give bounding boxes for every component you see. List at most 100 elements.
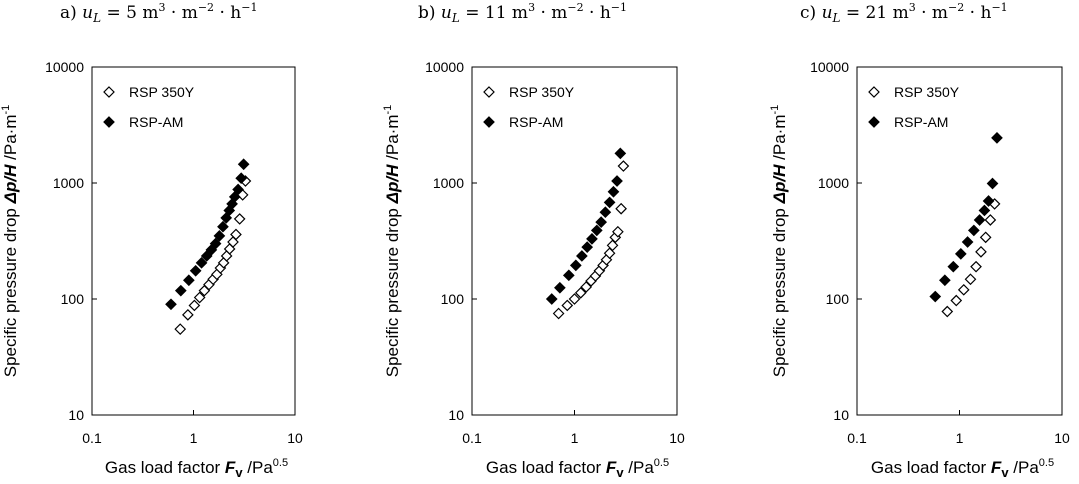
data-point <box>603 196 616 209</box>
y-tick-label: 10 <box>833 407 849 423</box>
data-point <box>941 305 954 318</box>
data-point <box>973 214 986 226</box>
legend: RSP 350Y RSP-AM <box>103 84 195 130</box>
y-tick-label: 1000 <box>818 175 849 191</box>
plot-area <box>471 66 678 416</box>
y-tick-label: 10000 <box>810 59 849 75</box>
y-tick-label: 10000 <box>425 59 464 75</box>
data-point <box>950 294 963 307</box>
data-point <box>554 281 566 294</box>
x-axis-label: Gas load factor Fv /Pa0.5 <box>105 457 288 480</box>
data-point <box>233 213 246 225</box>
plot-area <box>91 66 296 416</box>
data-point <box>545 293 558 305</box>
series-rsp-am <box>929 132 1003 303</box>
x-tick-label: 1 <box>571 430 579 446</box>
data-point <box>232 183 244 196</box>
chart-panel-1: a) uL = 5 m3 · m−2 · h−1 10 100 1000 10000 0.… <box>0 1 303 480</box>
data-point <box>595 216 608 228</box>
data-point <box>929 290 942 303</box>
data-point <box>970 260 982 273</box>
series-rsp-am <box>545 147 627 305</box>
legend-marker-filled-diamond-icon <box>868 116 880 128</box>
data-point <box>982 195 995 207</box>
data-point <box>979 231 992 244</box>
data-point <box>552 307 565 320</box>
data-point <box>590 224 603 237</box>
data-point <box>195 256 208 269</box>
data-point <box>599 206 612 219</box>
data-point <box>607 185 620 198</box>
x-tick-label: 10 <box>669 430 685 446</box>
data-point <box>189 264 202 277</box>
x-axis-label: Gas load factor Fv /Pa0.5 <box>486 457 669 480</box>
data-point <box>964 273 977 286</box>
legend-marker-filled-diamond-icon <box>483 116 495 128</box>
data-point <box>165 298 177 311</box>
y-tick-label: 10 <box>448 407 464 423</box>
data-point <box>188 299 201 312</box>
data-point <box>586 233 598 245</box>
y-tick-label: 100 <box>441 291 465 307</box>
data-point <box>561 299 574 312</box>
data-point <box>174 284 187 297</box>
legend: RSP 350Y RSP-AM <box>868 84 960 130</box>
data-point <box>562 269 575 282</box>
legend-label: RSP 350Y <box>894 84 960 100</box>
plot-area <box>856 66 1063 416</box>
y-axis-label: Specific pressure drop Δp/H /Pa·m-1 <box>382 105 402 378</box>
data-point <box>237 158 250 171</box>
legend-marker-open-diamond-icon <box>103 86 115 98</box>
data-point <box>217 220 229 233</box>
y-axis-label: Specific pressure drop Δp/H /Pa·m-1 <box>769 105 789 378</box>
data-point <box>617 160 630 172</box>
data-point <box>182 309 194 321</box>
data-point <box>612 225 624 238</box>
series-rsp-350y <box>174 175 252 335</box>
data-point <box>954 248 967 260</box>
data-point <box>978 204 991 217</box>
legend-marker-open-diamond-icon <box>868 86 880 98</box>
data-point <box>611 175 623 187</box>
data-point <box>574 286 587 299</box>
legend-label: RSP-AM <box>509 114 563 130</box>
panel-title: c) uL = 21 m3 · m−2 · h−1 <box>800 1 1008 25</box>
y-tick-label: 100 <box>826 291 850 307</box>
y-tick-label: 10 <box>68 407 84 423</box>
data-point <box>975 245 987 258</box>
data-point <box>991 132 1003 144</box>
y-tick-label: 100 <box>61 291 85 307</box>
legend-marker-filled-diamond-icon <box>103 116 115 128</box>
data-point <box>614 147 627 160</box>
series-rsp-350y <box>941 198 1001 318</box>
data-point <box>581 241 594 253</box>
data-point <box>213 230 226 242</box>
series-rsp-350y <box>552 160 630 320</box>
x-tick-label: 1 <box>956 430 964 446</box>
x-tick-label: 1 <box>190 430 198 446</box>
data-point <box>174 323 187 335</box>
data-point <box>183 274 195 287</box>
x-tick-label: 0.1 <box>847 430 867 446</box>
y-axis-label: Specific pressure drop Δp/H /Pa·m-1 <box>0 105 20 378</box>
legend-label: RSP 350Y <box>509 84 575 100</box>
legend-label: RSP 350Y <box>129 84 195 100</box>
y-tick-label: 10000 <box>45 59 84 75</box>
data-point <box>967 224 980 237</box>
data-point <box>957 283 970 296</box>
data-point <box>230 228 242 241</box>
x-axis-label: Gas load factor Fv /Pa0.5 <box>871 457 1054 480</box>
x-tick-label: 0.1 <box>82 430 102 446</box>
legend-marker-open-diamond-icon <box>483 86 495 98</box>
panel-title: a) uL = 5 m3 · m−2 · h−1 <box>60 1 257 25</box>
data-point <box>235 172 248 185</box>
series-rsp-am <box>165 158 250 311</box>
data-point <box>569 259 582 272</box>
x-tick-label: 10 <box>1054 430 1070 446</box>
x-tick-label: 0.1 <box>462 430 482 446</box>
data-point <box>947 260 960 273</box>
data-point <box>961 236 974 248</box>
y-tick-label: 1000 <box>433 175 464 191</box>
y-tick-label: 1000 <box>53 175 84 191</box>
